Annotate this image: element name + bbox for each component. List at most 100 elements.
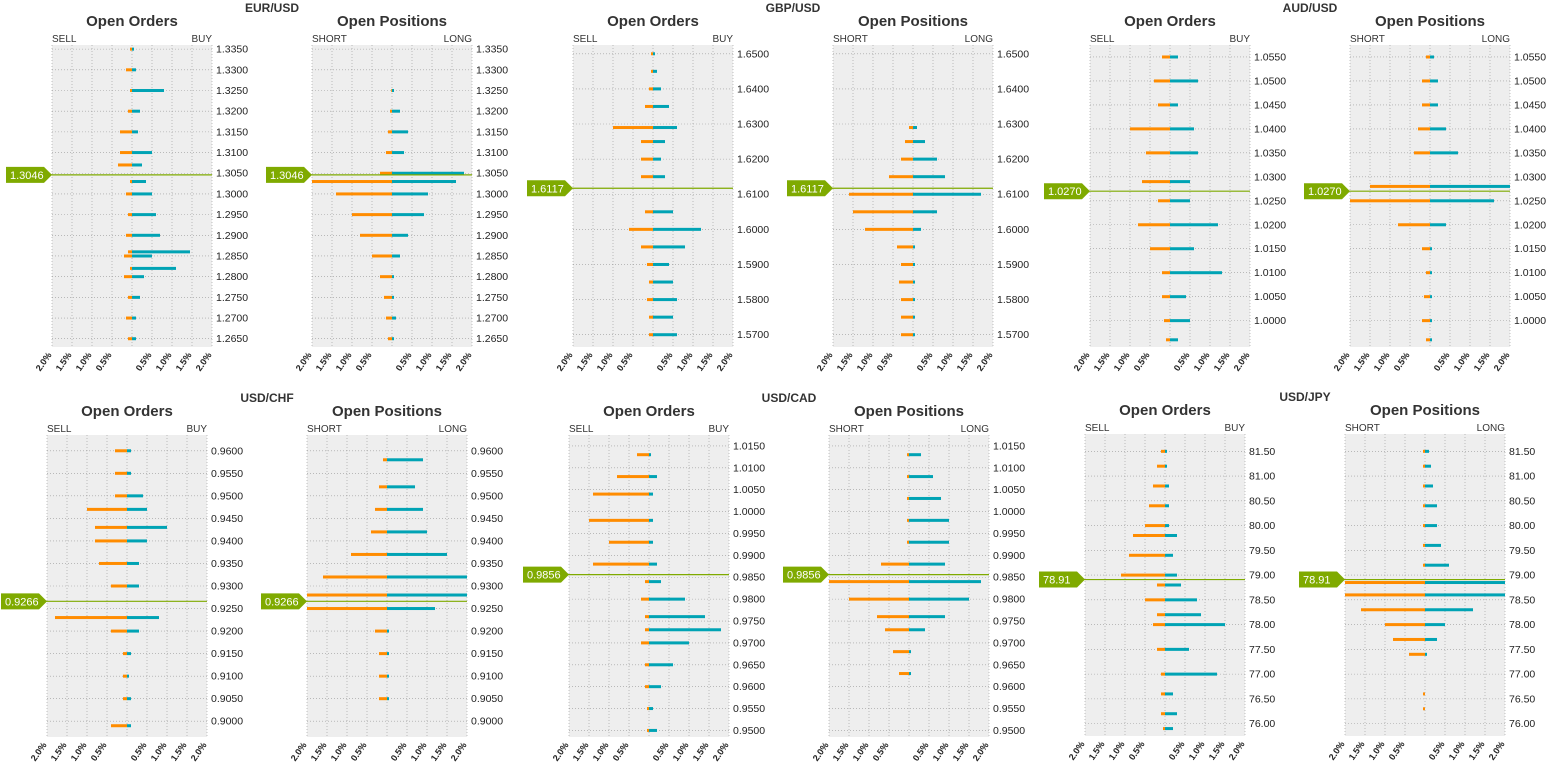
bar-right [1425,524,1437,528]
y-tick-label: 80.00 [1509,520,1535,532]
bar-left [901,333,913,337]
bar-left [641,157,653,161]
bar-right [653,140,665,144]
x-tick-label: 1.5% [1087,739,1107,762]
x-tick-label: 0.5% [1432,350,1452,373]
bar-left [1418,127,1430,131]
bar-right [387,629,389,633]
bar-right [127,629,139,633]
bar-left [1423,504,1425,508]
y-tick-label: 0.9850 [993,572,1025,584]
bar-right [913,140,925,144]
bar-right [913,192,981,196]
x-tick-label: 0.5% [1127,739,1147,762]
x-tick-label: 0.5% [389,740,409,762]
bar-left [380,275,392,279]
right-side-label: BUY [186,424,207,435]
y-tick-label: 1.0150 [1254,243,1286,255]
bar-left [899,672,909,676]
y-tick-label: 1.0000 [1254,315,1286,327]
bar-right [1430,247,1432,251]
bar-left [637,453,649,457]
y-tick-label: 1.3250 [476,85,508,97]
y-tick-label: 1.0050 [1514,291,1546,303]
orders-panel: Open Orders SELL BUY 78.91 81.50 81.00 80.50 80… [1039,402,1275,762]
current-price-tag [266,166,312,183]
bar-left [388,130,392,134]
left-side-label: SHORT [829,424,864,435]
y-tick-label: 1.0400 [1514,123,1546,135]
bar-left [641,245,653,249]
bar-right [909,475,933,479]
bar-right [392,254,400,258]
y-tick-label: 1.6200 [997,154,1029,166]
bar-left [849,192,913,196]
bar-left [649,315,653,319]
bar-right [132,163,142,167]
bar-left [881,562,909,566]
positions-title: Open Positions [332,403,442,420]
bar-left [645,628,649,632]
bar-right [387,652,389,656]
y-tick-label: 0.9200 [471,626,503,638]
y-tick-label: 0.9650 [993,659,1025,671]
x-tick-label: 1.5% [434,350,454,373]
bar-right [392,109,400,113]
y-tick-label: 0.9700 [733,637,765,649]
right-side-label: BUY [1224,423,1245,434]
x-tick-label: 1.5% [691,740,711,762]
x-tick-label: 1.5% [169,740,189,762]
bar-left [901,315,913,319]
bar-left [126,316,132,320]
bar-right [909,540,949,544]
bar-right [1430,184,1510,188]
bar-right [1425,543,1441,547]
y-tick-label: 0.9900 [733,550,765,562]
y-tick-label: 1.0000 [993,506,1025,518]
y-tick-label: 1.6100 [997,189,1029,201]
bar-left [115,494,127,498]
x-tick-label: 2.0% [1067,739,1087,762]
bar-left [55,616,127,620]
bar-right [132,180,146,184]
right-side-label: BUY [712,34,733,45]
y-tick-label: 1.2900 [476,230,508,242]
y-tick-label: 1.2800 [476,271,508,283]
y-tick-label: 1.6100 [737,189,769,201]
x-tick-label: 1.5% [174,350,194,373]
y-tick-label: 0.9500 [993,725,1025,737]
orders-panel: Open Orders SELL BUY 1.0270 1.0550 1.0500 1.04… [1044,13,1286,373]
x-tick-label: 2.0% [449,740,469,762]
bar-left [130,180,132,184]
bar-left [323,575,387,579]
right-side-label: LONG [961,424,990,435]
bar-right [653,280,673,284]
pair-label: AUD/USD [1283,1,1338,15]
bar-right [1170,295,1186,299]
bar-right [653,315,673,319]
current-price-tag [6,166,52,183]
bar-right [1430,295,1432,299]
bar-left [1423,707,1425,711]
bar-left [865,227,913,231]
bar-left [126,68,132,72]
bar-left [128,109,132,113]
y-tick-label: 1.0500 [1514,75,1546,87]
bar-right [913,333,915,337]
bar-left [589,518,649,522]
bar-right [909,628,925,632]
left-side-label: SELL [569,424,594,435]
x-tick-label: 1.5% [429,740,449,762]
positions-panel: Open Positions SHORT LONG 0.9856 1.0150 1.010… [783,403,1025,762]
bar-right [649,628,721,632]
bar-left [645,685,649,689]
bar-right [653,104,669,108]
bar-left [1361,608,1425,612]
y-tick-label: 1.6400 [997,83,1029,95]
bar-right [1165,484,1169,488]
bar-left [1161,672,1165,676]
bar-right [127,584,139,588]
y-tick-label: 76.00 [1249,718,1275,730]
bar-left [1142,180,1170,184]
x-tick-label: 1.5% [1352,350,1372,373]
